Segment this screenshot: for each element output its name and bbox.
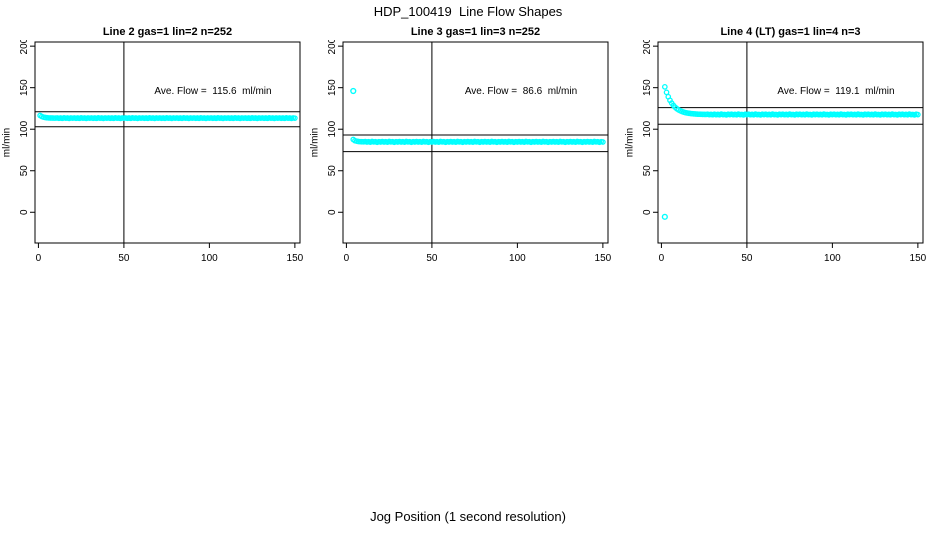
x-axis-tick-label: 50 (426, 253, 438, 264)
x-axis-tick-label: 50 (118, 253, 130, 264)
plot-box (657, 41, 924, 244)
panel-title-line2: Line 2 gas=1 lin=2 n=252 (102, 26, 233, 38)
y-axis-tick-label: 0 (327, 209, 338, 215)
y-axis-tick-label: 150 (642, 79, 653, 96)
panel-title-line3: Line 3 gas=1 lin=3 n=252 (410, 26, 541, 38)
y-axis-tick-label: 50 (327, 165, 338, 177)
ave-flow-annotation-line3: Ave. Flow = 86.6 ml/min (464, 86, 578, 97)
y-axis-tick-label: 0 (642, 209, 653, 215)
data-point (915, 111, 921, 118)
y-axis-tick-label: 200 (327, 40, 338, 54)
plot-box (34, 41, 301, 244)
y-axis-tick-label: 150 (327, 79, 338, 96)
plot-canvas-line4: 0 50 100 150 0 50 100 150 200 (642, 40, 927, 264)
data-point (661, 84, 668, 90)
x-axis-tick-label: 100 (509, 253, 526, 264)
x-axis-label: Jog Position (1 second resolution) (370, 509, 566, 524)
plot-canvas-line2: 0 50 100 150 0 50 100 150 200 (19, 40, 304, 264)
main-title: HDP_100419 Line Flow Shapes (373, 4, 563, 19)
x-axis-tick-label: 0 (344, 253, 350, 264)
y-axis-tick-label: 50 (19, 165, 30, 177)
x-axis-tick-label: 0 (659, 253, 665, 264)
data-point (600, 139, 606, 145)
x-axis-tick-label: 150 (595, 253, 612, 264)
outlier-point (350, 87, 357, 95)
y-axis-tick-label: 100 (642, 120, 653, 137)
x-axis-tick-label: 150 (910, 253, 927, 264)
plot-box (342, 41, 609, 244)
ave-flow-annotation-line4: Ave. Flow = 119.1 ml/min (777, 86, 895, 97)
data-point (292, 115, 298, 122)
y-axis-tick-label: 50 (642, 165, 653, 177)
plot-canvas-line3: 0 50 100 150 0 50 100 150 200 (327, 40, 612, 264)
y-axis-tick-label: 100 (327, 120, 338, 137)
x-axis-tick-label: 100 (201, 253, 218, 264)
x-axis-tick-label: 100 (824, 253, 841, 264)
data-point (663, 89, 670, 96)
outlier-point (661, 213, 668, 220)
y-axis-tick-label: 200 (642, 40, 653, 54)
y-axis-tick-label: 100 (19, 120, 30, 137)
x-axis-tick-label: 0 (36, 253, 42, 264)
panel-title-line4: Line 4 (LT) gas=1 lin=4 n=3 (720, 26, 861, 38)
y-axis-tick-label: 150 (19, 79, 30, 96)
ave-flow-annotation-line2: Ave. Flow = 115.6 ml/min (154, 86, 272, 97)
y-axis-tick-label: 0 (19, 209, 30, 215)
y-axis-tick-label: 200 (19, 40, 30, 54)
x-axis-tick-label: 150 (287, 253, 304, 264)
x-axis-tick-label: 50 (741, 253, 753, 264)
